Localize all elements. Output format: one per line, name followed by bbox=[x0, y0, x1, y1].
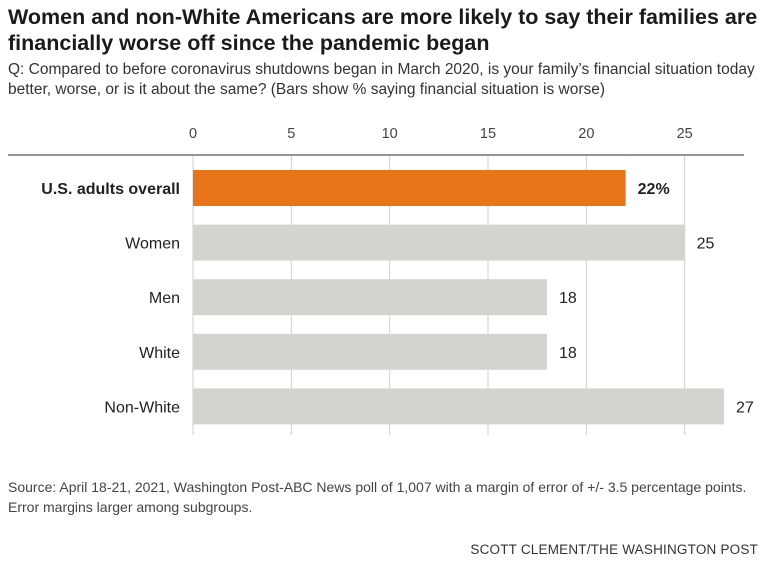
category-label: U.S. adults overall bbox=[41, 181, 180, 198]
x-tick-label: 10 bbox=[382, 126, 398, 142]
category-label: White bbox=[139, 345, 180, 362]
x-tick-label: 5 bbox=[287, 126, 295, 142]
bar bbox=[193, 279, 547, 316]
bar bbox=[193, 388, 724, 425]
x-tick-label: 25 bbox=[677, 126, 693, 142]
bar-highlight bbox=[193, 170, 626, 206]
source-note: Source: April 18-21, 2021, Washington Po… bbox=[8, 479, 747, 515]
bar bbox=[193, 333, 547, 370]
x-tick-label: 20 bbox=[578, 126, 594, 142]
chart-title: Women and non-White Americans are more l… bbox=[8, 5, 758, 55]
data-label: 18 bbox=[559, 345, 577, 362]
data-label: 18 bbox=[559, 290, 577, 307]
category-label: Men bbox=[149, 290, 180, 307]
chart-subtitle: Q: Compared to before coronavirus shutdo… bbox=[8, 61, 755, 98]
x-tick-label: 15 bbox=[480, 126, 496, 142]
category-label: Non-White bbox=[104, 399, 180, 416]
data-label: 27 bbox=[736, 399, 754, 416]
bar bbox=[193, 224, 685, 261]
x-tick-label: 0 bbox=[189, 126, 197, 142]
category-label: Women bbox=[125, 236, 180, 253]
byline-credit: SCOTT CLEMENT/THE WASHINGTON POST bbox=[470, 542, 758, 557]
bar-chart: 0 5 10 15 20 25 U.S. adults overall 22% Women 25 M… bbox=[8, 126, 754, 435]
data-label: 22% bbox=[638, 181, 670, 198]
data-label: 25 bbox=[697, 236, 715, 253]
